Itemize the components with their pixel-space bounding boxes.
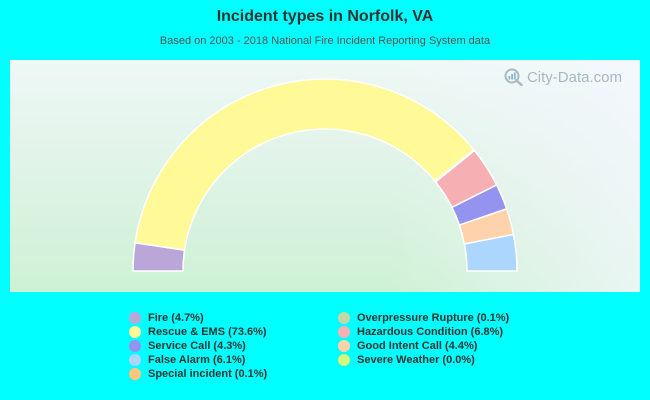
legend-swatch-icon	[338, 326, 350, 338]
legend-label: Overpressure Rupture (0.1%)	[357, 312, 510, 324]
half-donut-chart	[132, 78, 518, 272]
legend-label: Special incident (0.1%)	[148, 368, 268, 380]
legend-label: Severe Weather (0.0%)	[357, 354, 475, 366]
legend-swatch-icon	[129, 354, 141, 366]
legend-item: False Alarm (6.1%)	[129, 353, 267, 367]
plot-area: City-Data.com	[10, 60, 640, 292]
magnifier-chart-icon	[504, 68, 523, 86]
legend-label: Rescue & EMS (73.6%)	[148, 326, 267, 338]
legend-item: Hazardous Condition (6.8%)	[338, 325, 509, 339]
legend-swatch-icon	[338, 354, 350, 366]
legend-item: Good Intent Call (4.4%)	[338, 339, 509, 353]
legend-swatch-icon	[338, 312, 350, 324]
legend-swatch-icon	[129, 312, 141, 324]
legend-column-right: Overpressure Rupture (0.1%) Hazardous Con…	[338, 311, 509, 367]
legend-label: Service Call (4.3%)	[148, 340, 246, 352]
legend-column-left: Fire (4.7%) Rescue & EMS (73.6%) Service C…	[129, 311, 267, 381]
legend-swatch-icon	[129, 368, 141, 380]
legend-swatch-icon	[129, 326, 141, 338]
legend-item: Service Call (4.3%)	[129, 339, 267, 353]
chart-title: Incident types in Norfolk, VA	[216, 8, 434, 25]
legend-item: Severe Weather (0.0%)	[338, 353, 509, 367]
legend-item: Fire (4.7%)	[129, 311, 267, 325]
legend-swatch-icon	[338, 340, 350, 352]
legend-label: Hazardous Condition (6.8%)	[357, 326, 504, 338]
slice-false-alarm[interactable]	[463, 233, 518, 272]
slice-rescue-ems[interactable]	[134, 78, 475, 251]
legend-label: Good Intent Call (4.4%)	[357, 340, 478, 352]
legend-swatch-icon	[129, 340, 141, 352]
legend-item: Rescue & EMS (73.6%)	[129, 325, 267, 339]
legend-label: False Alarm (6.1%)	[148, 354, 246, 366]
chart-subtitle: Based on 2003 - 2018 National Fire Incid…	[159, 35, 491, 47]
watermark-text: City-Data.com	[526, 68, 622, 86]
watermark: City-Data.com	[504, 68, 622, 86]
legend-item: Overpressure Rupture (0.1%)	[338, 311, 509, 325]
legend-item: Special incident (0.1%)	[129, 367, 267, 381]
legend-label: Fire (4.7%)	[148, 312, 204, 324]
